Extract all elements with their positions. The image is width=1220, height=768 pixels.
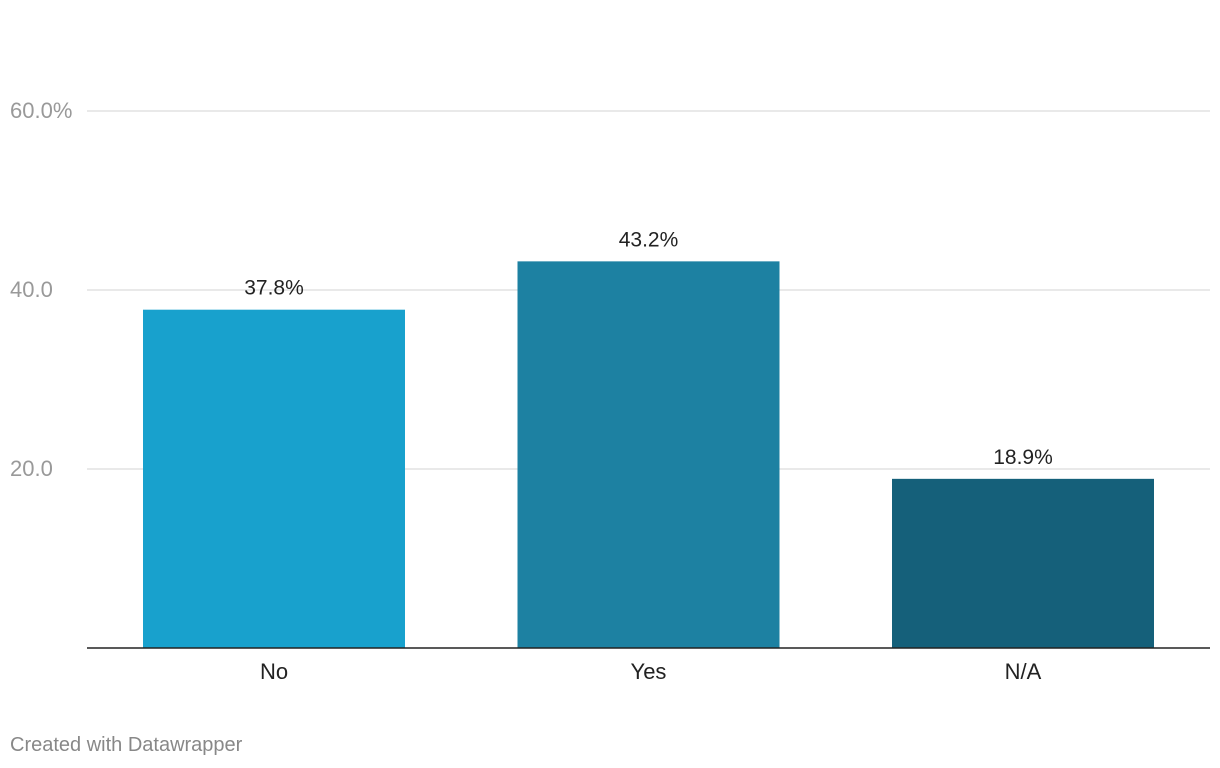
category-label: No	[260, 659, 288, 684]
y-tick-label: 60.0%	[10, 98, 72, 123]
bar-no	[143, 309, 405, 648]
bars	[143, 261, 1154, 648]
x-axis-category-labels: No Yes N/A	[260, 659, 1042, 684]
datawrapper-credit: Created with Datawrapper	[10, 734, 243, 756]
y-tick-label: 20.0	[10, 456, 53, 481]
bar-na	[892, 478, 1154, 648]
value-label: 37.8%	[244, 277, 304, 300]
bar-yes	[517, 261, 780, 648]
value-labels: 37.8% 43.2% 18.9%	[244, 228, 1053, 468]
category-label: Yes	[631, 659, 667, 684]
category-label: N/A	[1005, 659, 1042, 684]
value-label: 18.9%	[993, 446, 1053, 469]
y-axis-ticks: 20.0 40.0 60.0%	[10, 98, 72, 481]
y-tick-label: 40.0	[10, 277, 53, 302]
value-label: 43.2%	[619, 228, 679, 251]
